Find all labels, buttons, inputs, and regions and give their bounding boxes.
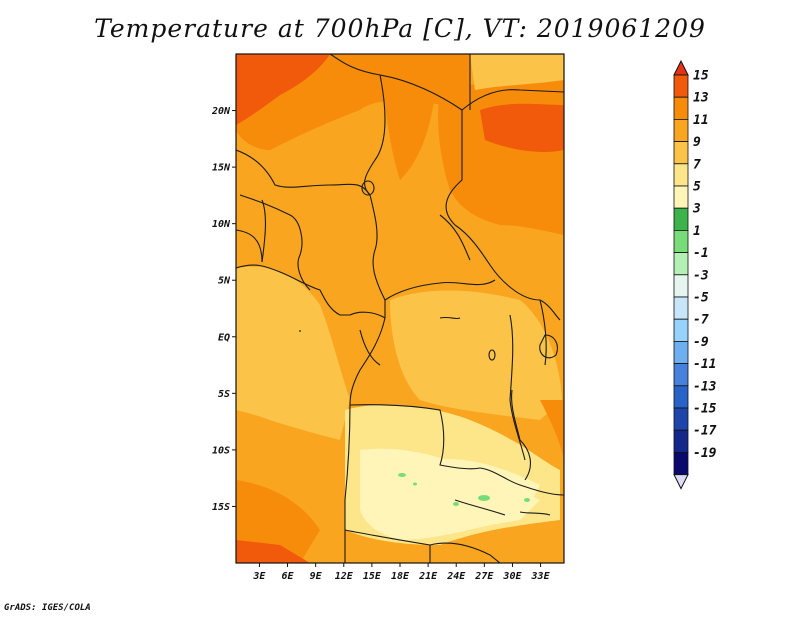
colorbar-label: -15 xyxy=(693,402,717,417)
colorbar-swatch xyxy=(673,296,689,320)
colorbar-swatch xyxy=(673,229,689,253)
colorbar-label: 9 xyxy=(693,135,701,150)
chart-title: Temperature at 700hPa [C], VT: 201906120… xyxy=(94,14,706,43)
lat-tick-label: 10S xyxy=(212,445,230,456)
colorbar-swatch xyxy=(673,429,689,453)
colorbar-label: -17 xyxy=(693,424,717,439)
colorbar-swatch xyxy=(673,141,689,165)
lat-tick-label: 15S xyxy=(212,502,230,513)
colorbar-label: 1 xyxy=(693,224,701,239)
colorbar-label: 7 xyxy=(693,157,701,172)
lon-tick-label: 18E xyxy=(391,571,410,582)
temperature-field xyxy=(236,54,564,563)
colorbar-label: 11 xyxy=(693,113,709,128)
lon-tick-label: 27E xyxy=(474,571,494,582)
lon-tick-label: 33E xyxy=(531,571,551,582)
colorbar-bottom-arrow xyxy=(673,474,689,490)
colorbar-label: 15 xyxy=(693,69,709,84)
colorbar-swatch xyxy=(673,252,689,276)
lon-tick-label: 3E xyxy=(252,571,266,582)
lat-tick-label: 5N xyxy=(218,276,231,287)
colorbar-swatch xyxy=(673,207,689,231)
longitude-axis: 3E 6E 9E 12E 15E 18E 21E 24E 27E 30E 33E xyxy=(252,563,551,582)
colorbar-label: -19 xyxy=(693,446,717,461)
colorbar-swatch xyxy=(673,385,689,409)
lon-tick-label: 6E xyxy=(282,571,295,582)
colorbar-swatch xyxy=(673,274,689,298)
colorbar-label: -3 xyxy=(693,268,709,283)
country-borders xyxy=(236,54,564,563)
lon-tick-label: 24E xyxy=(446,571,466,582)
lat-tick-label: 20N xyxy=(211,106,231,117)
colorbar-label: -1 xyxy=(693,246,709,261)
credit-text: GrADS: IGES/COLA xyxy=(4,603,91,613)
lon-tick-label: 15E xyxy=(363,571,382,582)
colorbar-swatch xyxy=(673,119,689,143)
colorbar-label: -7 xyxy=(693,313,709,328)
lon-tick-label: 9E xyxy=(310,571,323,582)
colorbar-swatch xyxy=(673,318,689,342)
colorbar-label: -11 xyxy=(693,357,716,372)
colorbar-swatch xyxy=(673,96,689,120)
colorbar-label: 5 xyxy=(693,180,701,195)
colorbar-swatch xyxy=(673,185,689,209)
lat-tick-label: EQ xyxy=(218,332,230,343)
colorbar-swatch xyxy=(673,74,689,98)
colorbar-label: 13 xyxy=(693,91,709,106)
lon-tick-label: 21E xyxy=(418,571,438,582)
colorbar-top-arrow xyxy=(673,59,689,76)
colorbar-label: 3 xyxy=(692,202,701,217)
lon-tick-label: 30E xyxy=(502,571,522,582)
lat-tick-label: 5S xyxy=(218,389,230,400)
colorbar-swatch xyxy=(673,163,689,187)
lat-tick-label: 15N xyxy=(212,163,231,174)
colorbar-label: -5 xyxy=(693,291,709,306)
colorbar-label: -13 xyxy=(693,379,717,394)
latitude-axis: 20N 15N 10N 5N EQ 5S 10S 15S xyxy=(211,106,236,513)
colorbar-swatch xyxy=(673,407,689,431)
lake-outlines xyxy=(361,180,558,516)
colorbar-swatch xyxy=(673,340,689,364)
lat-tick-label: 10N xyxy=(212,219,231,230)
lon-tick-label: 12E xyxy=(335,571,354,582)
colorbar-label: -9 xyxy=(693,335,709,350)
colorbar-swatch xyxy=(673,363,689,387)
colorbar-swatch xyxy=(673,451,689,475)
